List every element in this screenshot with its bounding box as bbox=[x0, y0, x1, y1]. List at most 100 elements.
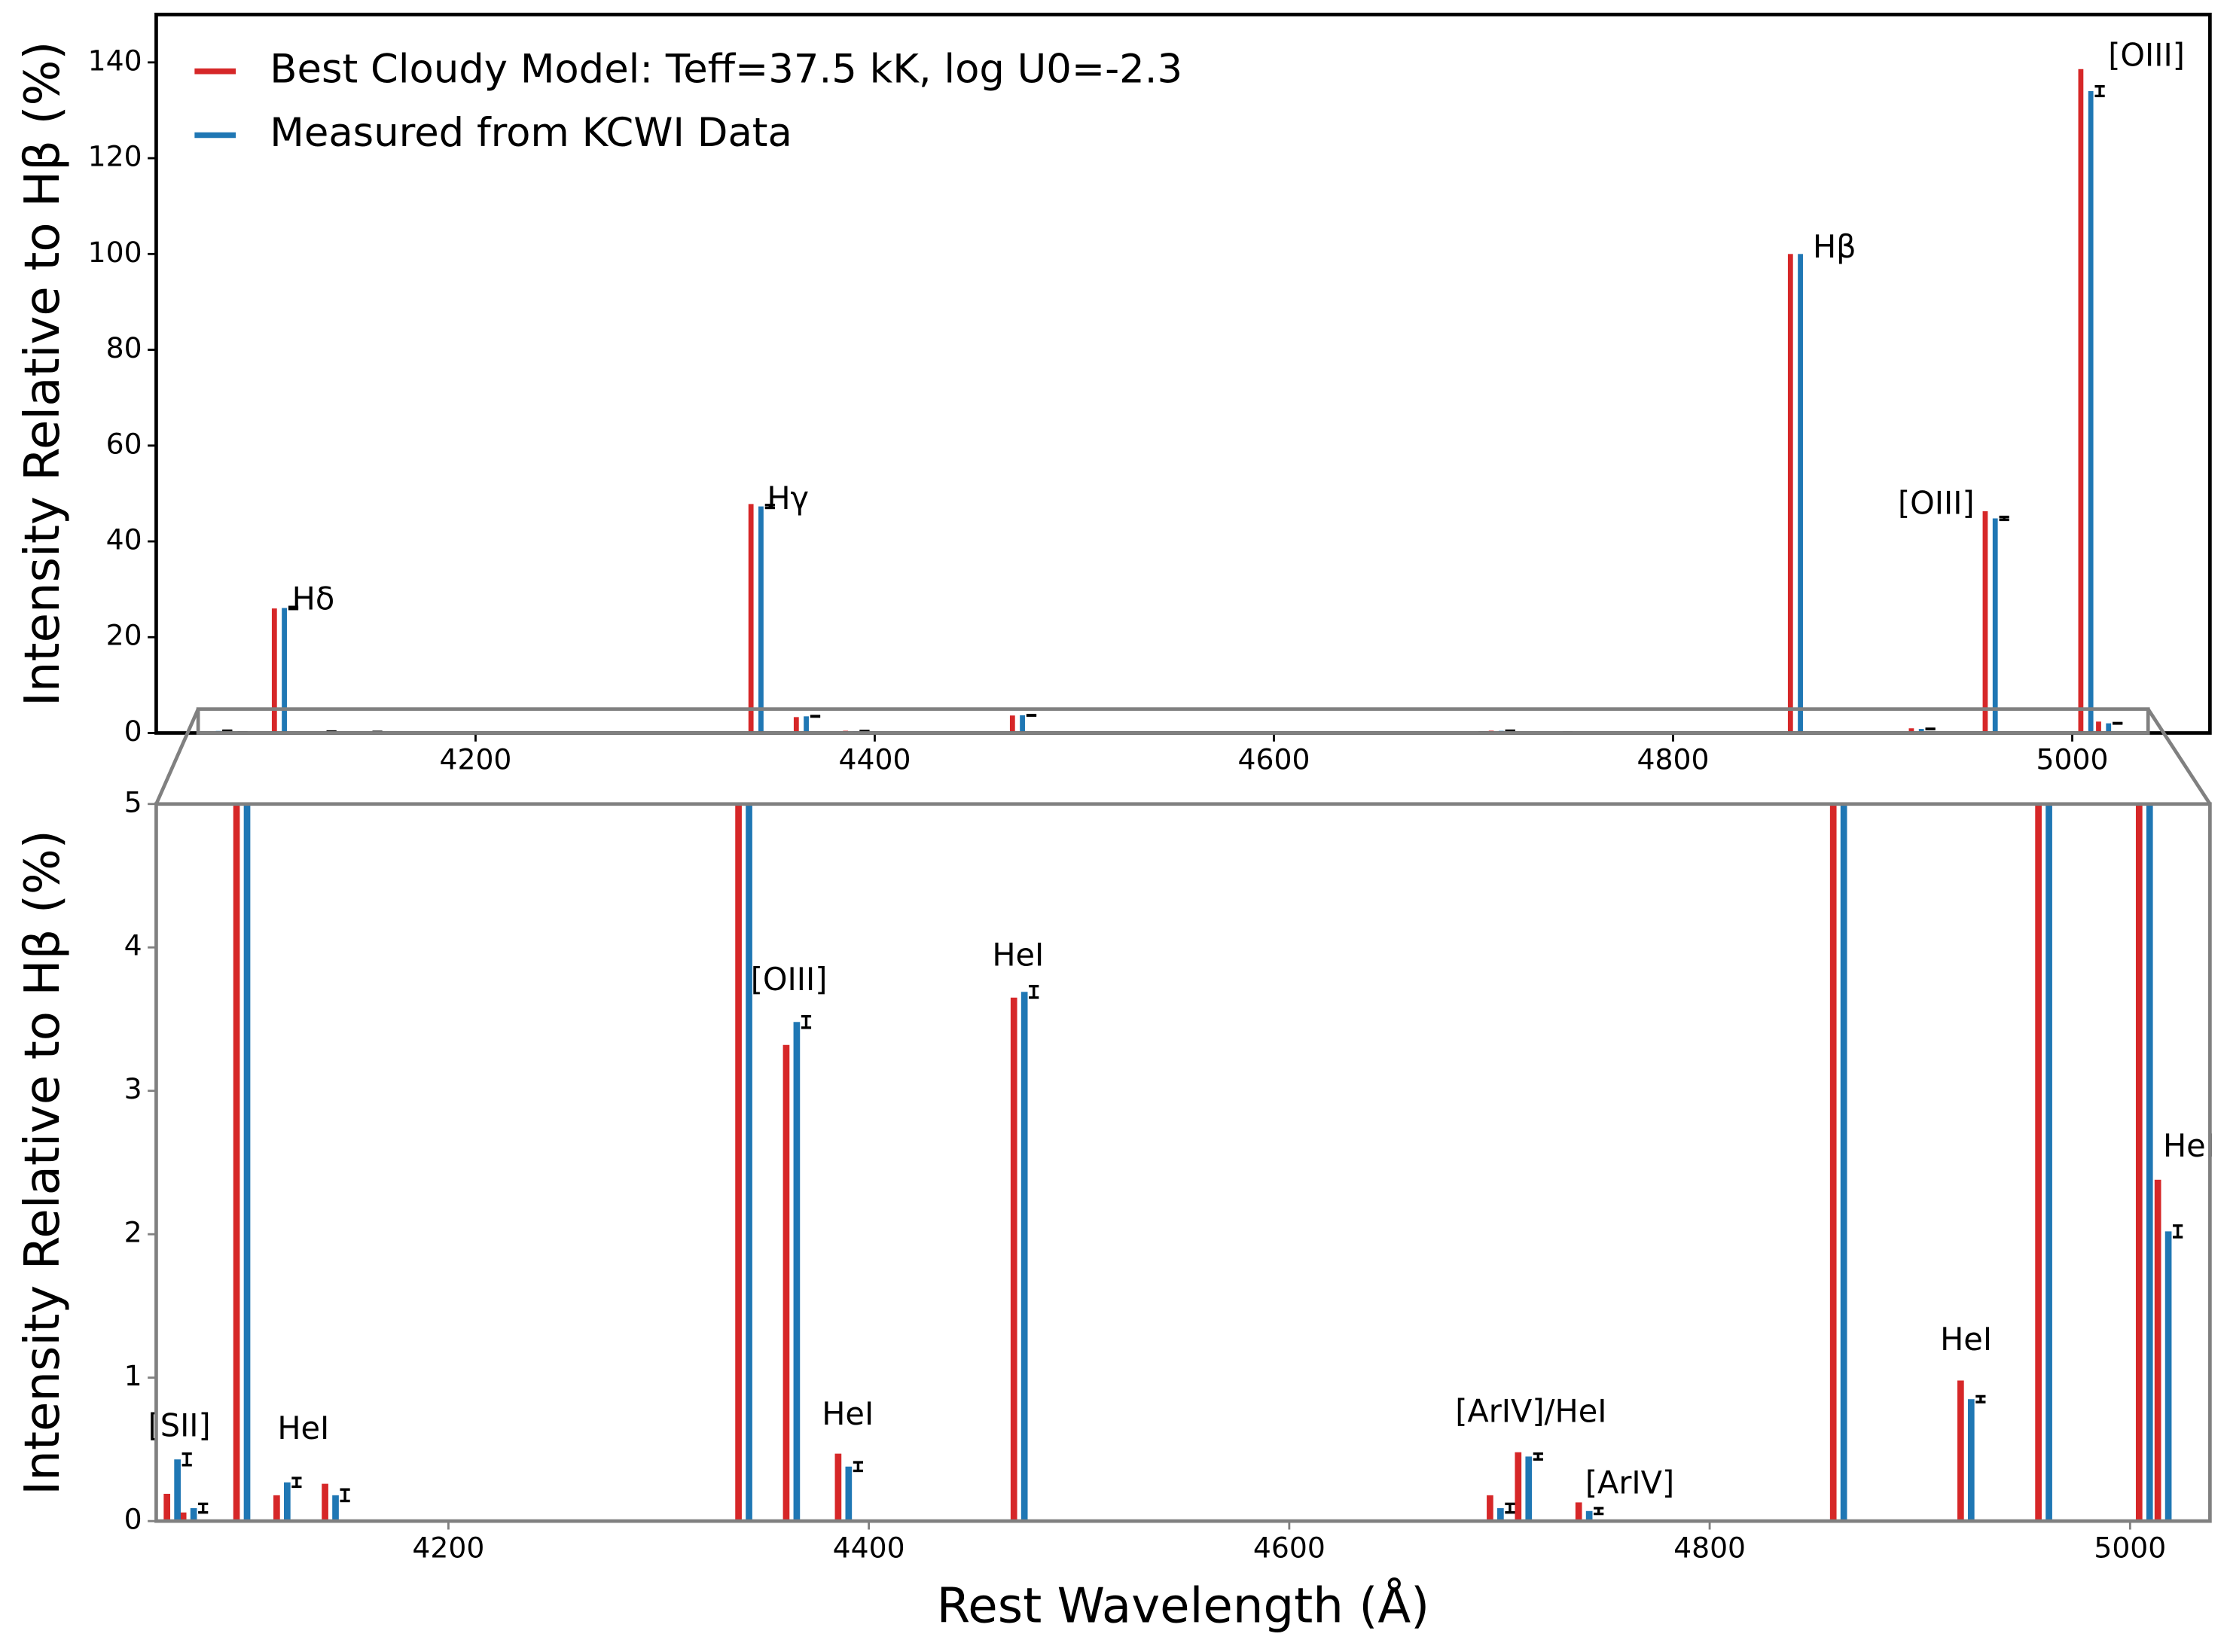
bar bbox=[2146, 803, 2153, 1522]
bar bbox=[1497, 1507, 1504, 1522]
bar bbox=[1585, 1510, 1593, 1522]
error-bar bbox=[853, 1461, 863, 1473]
annotation: Hβ bbox=[1813, 228, 1856, 265]
bar bbox=[845, 1466, 853, 1522]
x-tick-label: 5000 bbox=[2036, 743, 2109, 776]
y-tick-label: 100 bbox=[88, 236, 142, 269]
legend-label: Measured from KCWI Data bbox=[270, 110, 792, 156]
bar bbox=[804, 716, 809, 733]
x-tick-label: 4200 bbox=[439, 743, 511, 776]
bar bbox=[1020, 715, 1025, 733]
bar bbox=[1992, 518, 1998, 733]
x-tick-label: 4400 bbox=[833, 1531, 905, 1564]
annotation: [ArIV]/HeI bbox=[1455, 1392, 1606, 1429]
error-bar bbox=[1533, 1452, 1543, 1461]
bar bbox=[1009, 715, 1015, 733]
error-bar bbox=[222, 729, 233, 733]
bar bbox=[2088, 91, 2094, 733]
annotation: [OIII] bbox=[751, 961, 828, 998]
bar bbox=[282, 608, 287, 733]
y-tick-label: 3 bbox=[124, 1072, 142, 1105]
bar bbox=[179, 1512, 187, 1522]
bar bbox=[1967, 1399, 1975, 1522]
annotation: [ArIV] bbox=[1585, 1465, 1674, 1501]
y-tick-label: 0 bbox=[124, 715, 142, 748]
y-tick-label: 60 bbox=[106, 427, 142, 460]
x-tick-label: 4400 bbox=[838, 743, 911, 776]
bar bbox=[163, 1493, 171, 1522]
error-bar bbox=[2173, 1224, 2183, 1239]
axes-frame bbox=[154, 802, 2212, 1523]
bar bbox=[748, 504, 754, 733]
bar bbox=[1515, 1452, 1522, 1522]
annotation: HeI bbox=[822, 1395, 874, 1432]
error-bar bbox=[1594, 1507, 1604, 1516]
bar bbox=[1487, 1495, 1493, 1522]
error-bar bbox=[1026, 714, 1037, 717]
bar bbox=[735, 803, 742, 1522]
bar bbox=[2164, 1231, 2172, 1522]
x-tick-label: 5000 bbox=[2094, 1531, 2166, 1564]
zoom-connector bbox=[2146, 708, 2212, 806]
bar bbox=[834, 1453, 842, 1522]
bar bbox=[2035, 803, 2042, 1522]
bar bbox=[1010, 997, 1017, 1522]
bar bbox=[1798, 254, 1803, 733]
y-tick-label: 80 bbox=[106, 331, 142, 364]
error-bar bbox=[1029, 984, 1039, 999]
y-axis-label: Intensity Relative to Hβ (%) bbox=[14, 830, 71, 1495]
bar bbox=[1525, 1456, 1533, 1522]
error-bar bbox=[2113, 721, 2123, 725]
y-tick-label: 120 bbox=[88, 140, 142, 173]
bar bbox=[1908, 728, 1914, 733]
error-bar bbox=[340, 1488, 350, 1503]
bar bbox=[2135, 803, 2143, 1522]
annotation: Hδ bbox=[292, 581, 335, 617]
plot-area bbox=[206, 69, 2123, 733]
bar bbox=[233, 803, 240, 1522]
bar bbox=[2078, 69, 2084, 733]
bar bbox=[1020, 992, 1028, 1522]
annotation: [OIII] bbox=[2108, 36, 2185, 73]
error-bar bbox=[2094, 84, 2105, 98]
error-bar bbox=[1975, 1394, 1986, 1404]
bar bbox=[1918, 729, 1924, 733]
zoom-box bbox=[196, 707, 2150, 735]
x-tick-label: 4200 bbox=[412, 1531, 484, 1564]
annotation: HeI bbox=[2163, 1127, 2215, 1164]
bar bbox=[322, 1483, 328, 1522]
y-tick-label: 0 bbox=[124, 1503, 142, 1536]
bar bbox=[2106, 723, 2112, 733]
y-tick-label: 40 bbox=[106, 523, 142, 556]
bar bbox=[746, 803, 752, 1522]
bar bbox=[174, 1459, 181, 1522]
y-tick-label: 5 bbox=[124, 785, 142, 818]
bar bbox=[793, 1022, 801, 1522]
error-bar bbox=[764, 503, 775, 510]
error-bar bbox=[288, 605, 299, 611]
error-bar bbox=[801, 1014, 812, 1029]
error-bar bbox=[291, 1477, 302, 1489]
bar bbox=[1840, 803, 1847, 1522]
annotation: HeI bbox=[992, 937, 1044, 974]
bar bbox=[283, 1482, 291, 1522]
y-tick-label: 1 bbox=[124, 1359, 142, 1392]
bar bbox=[1982, 511, 1988, 733]
x-tick-label: 4600 bbox=[1253, 1531, 1326, 1564]
bar bbox=[273, 1495, 280, 1522]
x-tick-label: 4800 bbox=[1637, 743, 1710, 776]
bar bbox=[1575, 1502, 1582, 1522]
bar bbox=[783, 1044, 790, 1522]
plot-area bbox=[163, 803, 2183, 1522]
annotation: HeI bbox=[1940, 1321, 1992, 1358]
bar bbox=[1829, 803, 1837, 1522]
y-axis-label: Intensity Relative to Hβ (%) bbox=[14, 41, 71, 707]
bar bbox=[2045, 803, 2052, 1522]
bar bbox=[2096, 721, 2101, 733]
y-tick-label: 140 bbox=[88, 44, 142, 77]
bar bbox=[190, 1507, 197, 1522]
bar bbox=[758, 506, 764, 733]
annotation: [SII] bbox=[148, 1407, 211, 1443]
